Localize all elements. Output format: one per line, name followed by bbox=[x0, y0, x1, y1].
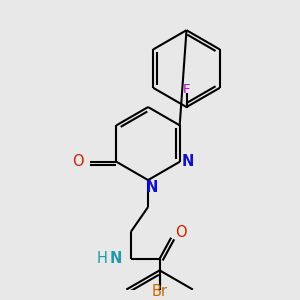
Text: N: N bbox=[109, 251, 122, 266]
Text: N: N bbox=[146, 180, 158, 195]
Text: N: N bbox=[181, 154, 194, 169]
Text: F: F bbox=[183, 83, 190, 96]
Text: O: O bbox=[72, 154, 84, 169]
Text: Br: Br bbox=[152, 284, 168, 299]
Text: O: O bbox=[175, 225, 187, 240]
Text: H: H bbox=[97, 251, 107, 266]
